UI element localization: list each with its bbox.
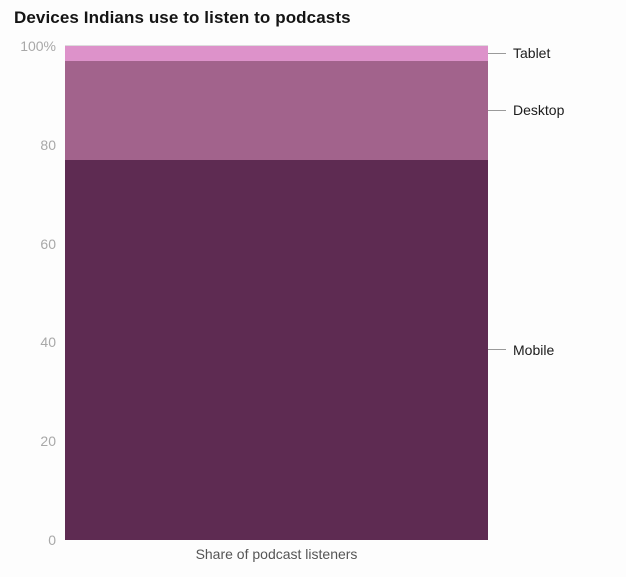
- bar-segment-tablet: [65, 46, 488, 61]
- label-connector-line: [488, 349, 506, 351]
- y-axis: 0 20 40 60 80 100%: [0, 38, 56, 548]
- stacked-bar: [65, 46, 488, 540]
- chart-title: Devices Indians use to listen to podcast…: [14, 8, 351, 27]
- series-label-text: Mobile: [513, 341, 555, 358]
- y-tick-label: 60: [40, 235, 56, 252]
- series-label-text: Tablet: [513, 45, 551, 62]
- bar-segment-desktop: [65, 60, 488, 160]
- x-axis-label: Share of podcast listeners: [195, 546, 358, 562]
- series-label-desktop: Desktop: [488, 102, 564, 118]
- label-connector-line: [488, 109, 506, 111]
- bar-segment-mobile: [65, 159, 488, 540]
- series-label-text: Desktop: [513, 102, 565, 119]
- label-connector-line: [488, 52, 506, 54]
- series-label-tablet: Tablet: [488, 45, 550, 61]
- gridline-100: [65, 45, 488, 46]
- y-tick-label: 40: [40, 334, 56, 351]
- series-labels: Mobile Desktop Tablet: [65, 45, 564, 540]
- plot-area: 0 20 40 60 80 100% Mobile Desktop Tablet: [20, 38, 564, 548]
- y-tick-label: 20: [40, 433, 56, 450]
- y-tick-label: 80: [40, 136, 56, 153]
- y-tick-label: 100%: [20, 38, 56, 54]
- series-label-mobile: Mobile: [488, 342, 554, 358]
- y-tick-label: 0: [48, 532, 56, 548]
